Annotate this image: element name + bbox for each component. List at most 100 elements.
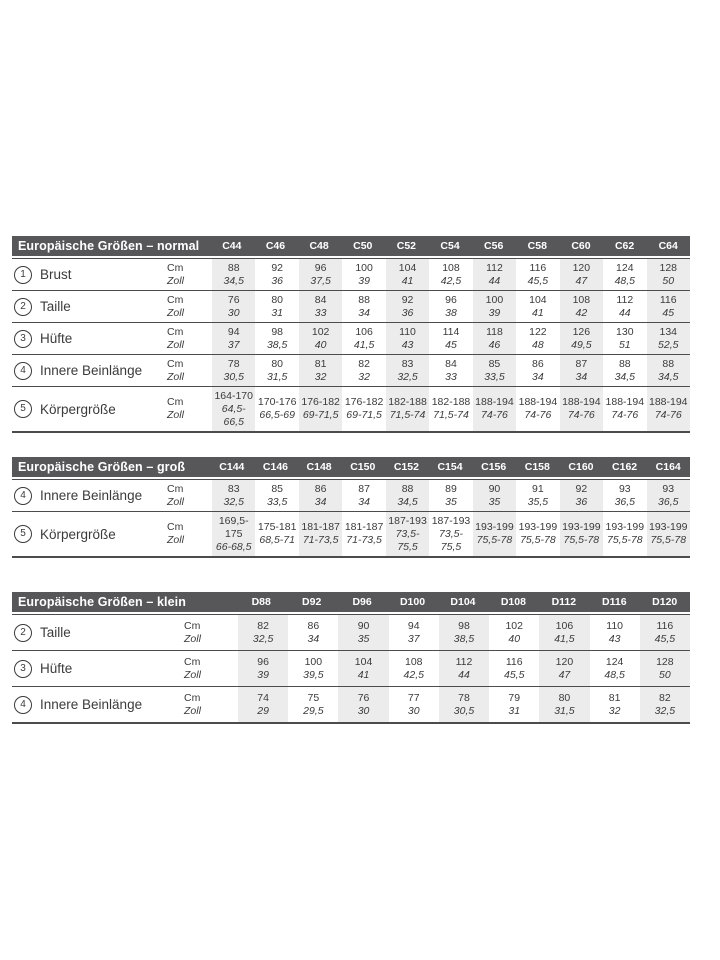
value-cell-D92: 75 29,5	[288, 687, 338, 722]
zoll-value: 45	[662, 306, 675, 319]
cm-value: 82	[257, 619, 269, 632]
row-label: Hüfte	[40, 331, 73, 346]
value-cell-D96: 76 30	[338, 687, 389, 722]
zoll-value: 44	[458, 668, 470, 681]
unit-cell: Cm Zoll	[156, 291, 212, 322]
cm-value: 96	[314, 261, 327, 274]
row-label-cell: 2 Taille	[12, 291, 156, 322]
row-number-badge: 4	[14, 361, 32, 380]
cm-value: 96	[257, 655, 269, 668]
value-cell-D116: 110 43	[590, 615, 640, 650]
value-cell-C62: 130 51	[603, 323, 646, 354]
zoll-value: 43	[401, 338, 414, 351]
value-cell-C58: 122 48	[516, 323, 559, 354]
zoll-value: 36,5	[614, 495, 636, 508]
value-cell-D116: 124 48,5	[590, 651, 640, 686]
value-cell-D120: 128 50	[639, 651, 690, 686]
zoll-value: 75,5-78	[563, 534, 600, 546]
value-cell-C150: 87 34	[342, 480, 385, 511]
value-cell-D104: 112 44	[438, 651, 490, 686]
unit-cell: Cm Zoll	[156, 687, 238, 722]
column-header-C48: C48	[309, 240, 329, 252]
unit-label-cm: Cm	[167, 396, 184, 408]
value-cell-C48: 81 32	[298, 355, 343, 386]
zoll-value: 74-76	[524, 409, 552, 421]
cm-value: 164-170	[214, 389, 253, 402]
cm-value: 88	[358, 293, 370, 306]
table-title: Europäische Größen – normal	[18, 239, 200, 253]
zoll-value: 36	[401, 306, 414, 319]
value-cell-C56: 118 46	[472, 323, 517, 354]
cm-value: 102	[505, 619, 523, 632]
cm-value: 112	[616, 293, 634, 306]
zoll-value: 46	[488, 338, 501, 351]
zoll-value: 33,5	[266, 495, 288, 508]
value-cell-D88: 96 39	[238, 651, 289, 686]
zoll-value: 31	[508, 704, 521, 717]
zoll-value: 75,5-78	[520, 534, 556, 546]
zoll-value: 31,5	[266, 370, 288, 383]
zoll-value: 74-76	[481, 409, 508, 421]
zoll-value: 74-76	[654, 409, 682, 421]
value-cell-D112: 106 41,5	[539, 615, 590, 650]
table-row-h-fte: 3 Hüfte Cm Zoll 96 39 100 39,5 104 41 108 42,5 112 44…	[12, 650, 690, 686]
unit-cell: Cm Zoll	[156, 651, 238, 686]
column-header-C164: C164	[655, 461, 681, 473]
table-body: 4 Innere Beinlänge Cm Zoll 83 32,5 85 33,5 86 34 8…	[12, 479, 690, 558]
cm-value: 100	[355, 261, 373, 274]
row-number-badge: 5	[14, 400, 32, 418]
cm-value: 84	[445, 357, 457, 370]
zoll-value: 50	[659, 668, 671, 681]
value-cell-D88: 74 29	[238, 687, 289, 722]
zoll-value: 32,5	[252, 632, 274, 645]
cm-value: 87	[575, 357, 588, 370]
cm-value: 98	[271, 325, 284, 338]
zoll-value: 42,5	[440, 274, 462, 287]
cm-value: 116	[529, 261, 547, 274]
value-cell-D100: 108 42,5	[389, 651, 439, 686]
cm-value: 193-199	[648, 521, 688, 533]
value-cell-C44: 76 30	[212, 291, 256, 322]
value-cell-C50: 176-182 69-71,5	[342, 387, 385, 431]
zoll-value: 45,5	[527, 274, 549, 287]
zoll-value: 45,5	[503, 668, 525, 681]
cm-value: 88	[662, 357, 675, 370]
cm-value: 106	[555, 619, 574, 632]
row-label-cell: 4 Innere Beinlänge	[12, 355, 156, 386]
zoll-value: 38	[445, 306, 457, 319]
zoll-value: 71-73,5	[346, 534, 382, 546]
unit-label-cm: Cm	[167, 325, 184, 338]
cm-value: 83	[401, 357, 414, 370]
cm-value: 108	[442, 261, 460, 274]
cm-value: 106	[355, 325, 373, 338]
table-row-taille: 2 Taille Cm Zoll 82 32,5 86 34 90 35 94 37 98 38,5 102…	[12, 614, 690, 650]
cm-value: 193-199	[562, 521, 601, 533]
row-values: 88 34,5 92 36 96 37,5 100 39 104 41 108 42,5 112 44 11…	[212, 259, 690, 290]
cm-value: 92	[575, 482, 588, 495]
zoll-value: 35	[445, 495, 457, 508]
zoll-value: 34,5	[223, 274, 244, 287]
cm-value: 82	[358, 357, 370, 370]
zoll-value: 36	[271, 274, 284, 287]
cm-value: 114	[442, 325, 460, 338]
value-cell-C58: 86 34	[516, 355, 559, 386]
unit-label-zoll: Zoll	[167, 370, 184, 383]
cm-value: 93	[618, 482, 631, 495]
zoll-value: 40	[314, 338, 327, 351]
zoll-value: 33	[445, 370, 457, 383]
row-label-cell: 4 Innere Beinlänge	[12, 687, 156, 722]
cm-value: 188-194	[605, 396, 645, 408]
value-cell-C54: 182-188 71,5-74	[429, 387, 472, 431]
zoll-value: 74-76	[567, 409, 595, 421]
value-cell-C60: 126 49,5	[559, 323, 604, 354]
value-cell-C164: 93 36,5	[646, 480, 690, 511]
unit-label-cm: Cm	[167, 357, 184, 370]
cm-value: 193-199	[605, 521, 645, 533]
row-label-cell: 5 Körpergröße	[12, 512, 156, 556]
zoll-value: 34	[307, 632, 320, 645]
cm-value: 85	[271, 482, 284, 495]
zoll-value: 31,5	[554, 704, 575, 717]
column-header-D100: D100	[399, 596, 426, 608]
zoll-value: 73,5-75,5	[395, 527, 420, 553]
row-label-cell: 4 Innere Beinlänge	[12, 480, 156, 511]
